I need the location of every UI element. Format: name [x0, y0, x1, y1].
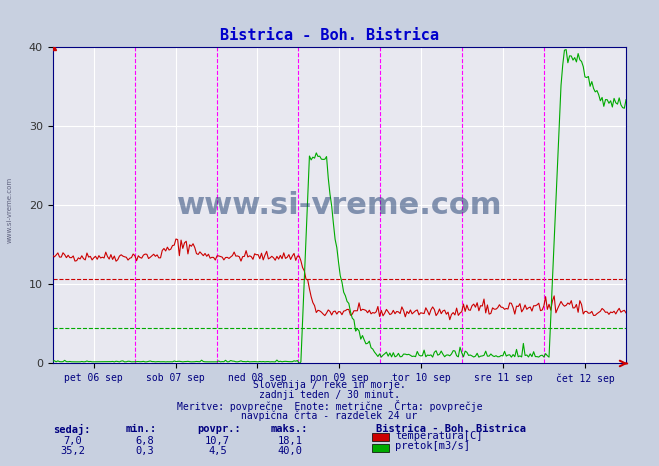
- Text: 10,7: 10,7: [205, 436, 230, 445]
- Text: 40,0: 40,0: [277, 446, 302, 456]
- Text: 6,8: 6,8: [136, 436, 154, 445]
- Text: zadnji teden / 30 minut.: zadnji teden / 30 minut.: [259, 390, 400, 400]
- Text: 7,0: 7,0: [63, 436, 82, 445]
- Text: 35,2: 35,2: [60, 446, 85, 456]
- Text: maks.:: maks.:: [270, 424, 308, 434]
- Text: 18,1: 18,1: [277, 436, 302, 445]
- Text: www.si-vreme.com: www.si-vreme.com: [177, 191, 502, 219]
- Text: Bistrica - Boh. Bistrica: Bistrica - Boh. Bistrica: [376, 424, 526, 434]
- Text: pretok[m3/s]: pretok[m3/s]: [395, 441, 471, 452]
- Text: min.:: min.:: [125, 424, 156, 434]
- Text: navpična črta - razdelek 24 ur: navpična črta - razdelek 24 ur: [241, 411, 418, 421]
- Text: Slovenija / reke in morje.: Slovenija / reke in morje.: [253, 380, 406, 390]
- Text: www.si-vreme.com: www.si-vreme.com: [7, 177, 13, 243]
- Text: povpr.:: povpr.:: [198, 424, 241, 434]
- Text: temperatura[C]: temperatura[C]: [395, 431, 483, 441]
- Text: Meritve: povprečne  Enote: metrične  Črta: povprečje: Meritve: povprečne Enote: metrične Črta:…: [177, 400, 482, 412]
- Text: 4,5: 4,5: [208, 446, 227, 456]
- Text: sedaj:: sedaj:: [53, 424, 90, 435]
- Text: Bistrica - Boh. Bistrica: Bistrica - Boh. Bistrica: [220, 28, 439, 43]
- Text: 0,3: 0,3: [136, 446, 154, 456]
